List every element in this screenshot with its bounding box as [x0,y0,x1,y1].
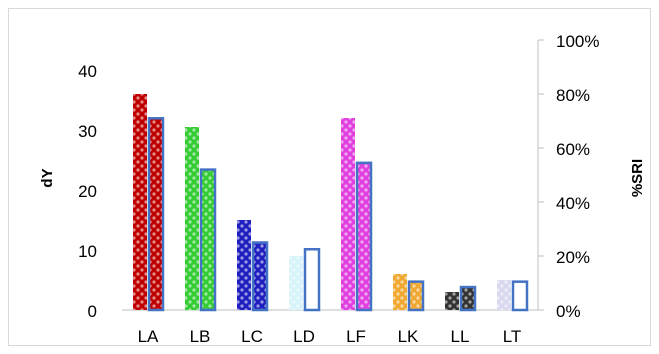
x-tick-label: LC [241,327,263,346]
bar-dy-lb [185,127,199,310]
y-left-tick-label: 20 [78,182,97,201]
x-tick-label: LA [138,327,159,346]
bar-sri-la [147,117,165,312]
bar-sri-lc [251,241,269,312]
y-right-tick-label: 60% [556,140,590,159]
y-right-tick-label: 40% [556,194,590,213]
y-left-tick-label: 30 [78,122,97,141]
bar-sri-ld [303,248,321,312]
y-left-tick-label: 10 [78,242,97,261]
x-tick-label: LB [190,327,211,346]
y-right-tick-label: 80% [556,86,590,105]
y-right-axis-title: %SRI [629,159,646,197]
x-tick-label: LD [293,327,315,346]
y-left-tick-label: 0 [88,302,97,321]
x-tick-label: LK [398,327,419,346]
bar-sri-lt [511,280,529,312]
y-right-tick-label: 0% [556,302,581,321]
bar-dy-lf [341,118,355,310]
bar-sri-ll [459,285,477,312]
y-right-tick-label: 20% [556,248,590,267]
x-tick-label: LL [451,327,470,346]
x-tick-label: LT [503,327,522,346]
y-left-tick-label: 40 [78,62,97,81]
bar-dy-lt [497,280,511,310]
bar-dy-ld [289,256,303,310]
bar-dy-lc [237,220,251,310]
bar-dy-la [133,94,147,310]
x-tick-label: LF [346,327,366,346]
bar-sri-lf [355,161,373,312]
bars-layer [133,94,529,312]
bar-dy-lk [393,274,407,310]
bar-dy-ll [445,292,459,310]
bar-sri-lk [407,280,425,312]
labels-layer: 0 10 20 30 40 0% 20% 40% 60% 80% 100% dY %SRI LA LB LC L… [39,32,646,346]
y-right-tick-label: 100% [556,32,599,51]
bar-sri-lb [199,168,217,312]
y-left-axis-title: dY [39,168,56,187]
chart-frame [8,8,651,346]
